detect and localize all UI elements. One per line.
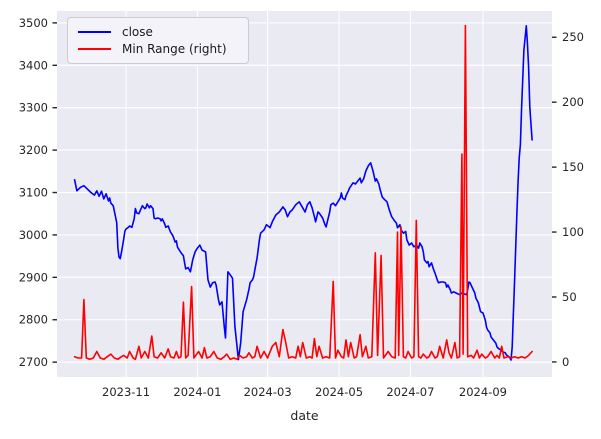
y-right-tick-label: 200 [562, 95, 584, 109]
y-left-tick-label: 3500 [19, 16, 48, 30]
y-right-tick-label: 100 [562, 225, 584, 239]
x-tick-label: 2024-05 [315, 385, 363, 399]
x-tick-label: 2024-07 [386, 385, 434, 399]
min-range-line-swatch [78, 48, 111, 51]
legend-label-close: close [122, 24, 153, 39]
y-left-tick-label: 3000 [19, 228, 48, 242]
legend-item-close: close [78, 23, 238, 41]
x-tick-label: 2024-03 [244, 385, 292, 399]
y-right-tick-label: 150 [562, 160, 584, 174]
legend: close Min Range (right) [67, 17, 249, 64]
x-tick-label: 2024-09 [459, 385, 507, 399]
x-tick-label: 2023-11 [102, 385, 150, 399]
close-line [73, 24, 533, 361]
y-left-tick-label: 3400 [19, 58, 48, 72]
y-right-tick-label: 250 [562, 30, 584, 44]
close-line-swatch [78, 30, 111, 33]
x-tick-label: 2024-01 [173, 385, 221, 399]
plot-area [57, 11, 552, 377]
legend-item-min-range: Min Range (right) [78, 41, 238, 59]
y-left-tick-label: 3300 [19, 101, 48, 115]
y-left-tick-label: 2700 [19, 355, 48, 369]
y-left-tick-label: 3200 [19, 143, 48, 157]
y-left-tick-label: 3100 [19, 186, 48, 200]
y-left-tick-label: 2900 [19, 270, 48, 284]
y-left-tick-label: 2800 [19, 313, 48, 327]
x-axis-label: date [290, 408, 318, 423]
y-right-tick-label: 50 [562, 290, 577, 304]
legend-label-min-range: Min Range (right) [122, 42, 227, 57]
y-right-tick-label: 0 [562, 355, 569, 369]
min-range-line [73, 24, 533, 361]
